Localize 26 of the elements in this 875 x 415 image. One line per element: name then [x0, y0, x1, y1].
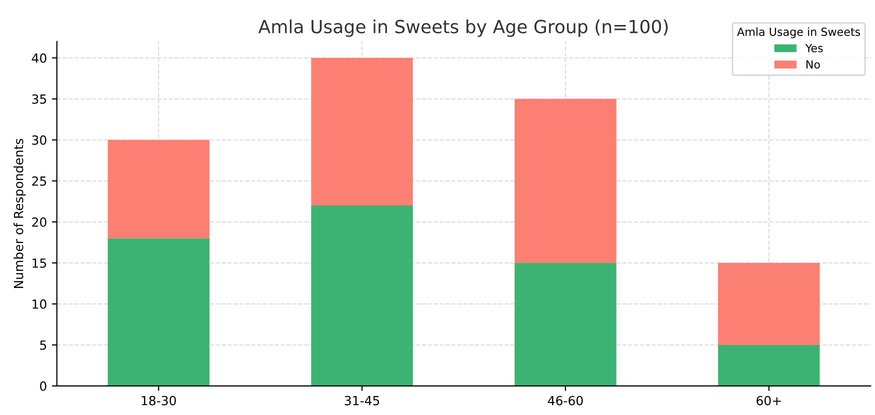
bar — [718, 344, 820, 386]
legend-label: Yes — [805, 44, 823, 52]
bar — [311, 206, 413, 386]
legend-label: No — [806, 60, 820, 69]
x-tick-label: 31-45 — [344, 396, 380, 406]
y-tick-label: 5 — [40, 340, 46, 350]
bar — [718, 262, 820, 345]
y-tick-label: 15 — [32, 258, 46, 268]
y-tick-label: 40 — [32, 53, 46, 63]
y-tick-label: 30 — [32, 135, 46, 145]
y-tick-label: 10 — [32, 299, 46, 309]
bar — [108, 140, 210, 238]
bar — [108, 238, 210, 386]
y-tick-label: 25 — [32, 176, 46, 186]
y-tick-label: 35 — [32, 94, 46, 104]
x-tick-label: 46-60 — [548, 396, 583, 406]
x-tick-label: 60+ — [756, 396, 781, 406]
y-axis-title: Number of Respondents — [14, 138, 26, 288]
bar — [514, 262, 616, 386]
bar — [514, 98, 616, 263]
chart-title: Amla Usage in Sweets by Age Group (n=100) — [258, 19, 668, 37]
y-tick-label: 20 — [32, 217, 46, 227]
y-tick-label: 0 — [40, 381, 46, 391]
x-tick-label: 18-30 — [142, 396, 176, 406]
bar — [311, 58, 413, 206]
legend-title: Amla Usage in Sweets — [737, 27, 860, 38]
